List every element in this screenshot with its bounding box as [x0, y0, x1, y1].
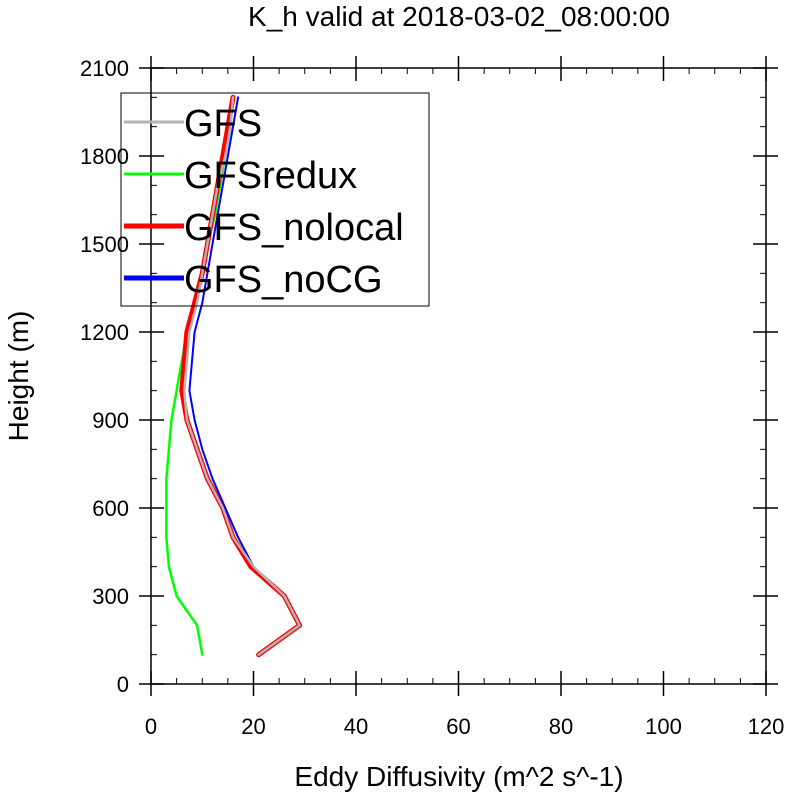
y-tick-label: 1800 — [80, 144, 129, 169]
x-tick-label: 120 — [748, 714, 785, 739]
series-line-gfsredux — [165, 96, 235, 656]
y-tick-label: 2100 — [80, 56, 129, 81]
legend-label-gfs-nocg: GFS_noCG — [184, 259, 383, 301]
axes: 0 20 40 60 80 100 1200300600900120015001800210… — [80, 56, 784, 739]
legend-label-gfsredux: GFSredux — [184, 155, 357, 197]
x-tick-label: 20 — [241, 714, 265, 739]
series-lines — [165, 94, 303, 658]
x-axis-label: Eddy Diffusivity (m^2 s^-1) — [294, 761, 623, 792]
series-line-gfs — [183, 96, 301, 656]
legend: GFS GFSredux GFS_nolocal GFS_noCG — [120, 92, 430, 307]
y-tick-label: 1500 — [80, 232, 129, 257]
x-tick-label: 0 — [145, 714, 157, 739]
y-tick-label: 600 — [92, 496, 129, 521]
chart-title: K_h valid at 2018-03-02_08:00:00 — [248, 1, 670, 32]
y-tick-label: 0 — [117, 672, 129, 697]
x-tick-label: 100 — [645, 714, 682, 739]
x-tick-label: 80 — [549, 714, 573, 739]
legend-label-gfs-nolocal: GFS_nolocal — [184, 207, 404, 249]
y-tick-label: 900 — [92, 408, 129, 433]
y-axis-label: Height (m) — [3, 311, 34, 442]
legend-label-gfs: GFS — [184, 103, 262, 145]
x-tick-label: 40 — [344, 714, 368, 739]
y-tick-label: 300 — [92, 584, 129, 609]
y-tick-label: 1200 — [80, 320, 129, 345]
x-tick-label: 60 — [446, 714, 470, 739]
legend-box — [120, 92, 430, 307]
